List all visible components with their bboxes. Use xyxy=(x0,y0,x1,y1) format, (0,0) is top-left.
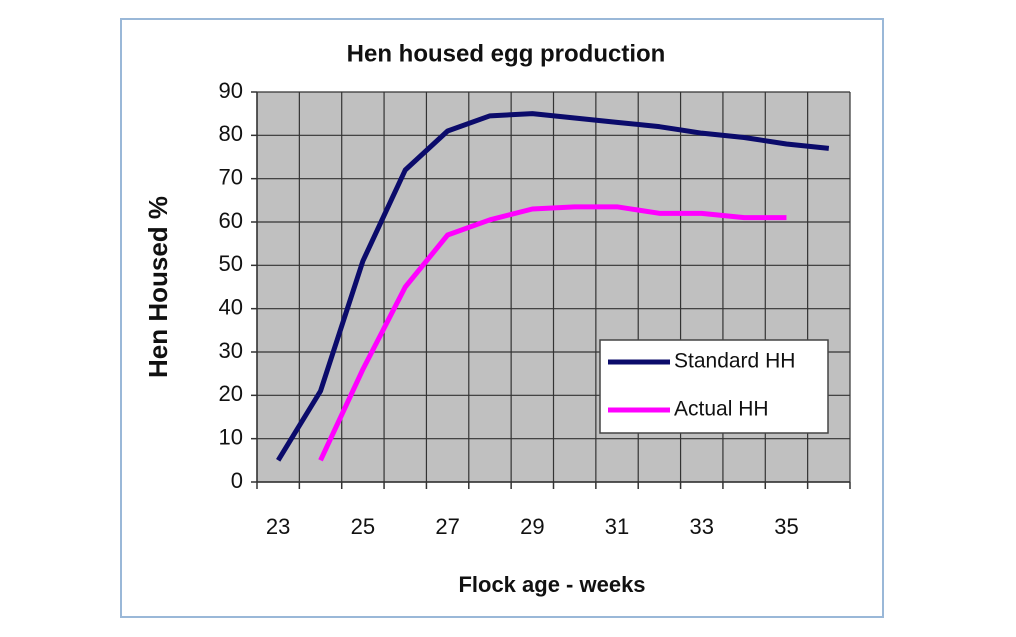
x-tick-label: 31 xyxy=(605,514,629,539)
y-tick-label: 10 xyxy=(219,424,243,449)
y-tick-label: 0 xyxy=(231,468,243,493)
y-tick-label: 40 xyxy=(219,294,243,319)
y-tick-label: 90 xyxy=(219,78,243,103)
y-tick-label: 20 xyxy=(219,381,243,406)
y-axis-title: Hen Housed % xyxy=(143,196,173,378)
legend-box xyxy=(599,339,829,434)
y-tick-label: 30 xyxy=(219,338,243,363)
x-axis-title: Flock age - weeks xyxy=(458,572,645,597)
x-tick-label: 27 xyxy=(435,514,459,539)
y-tick-label: 60 xyxy=(219,208,243,233)
series-line xyxy=(318,204,787,462)
y-tick-label: 80 xyxy=(219,121,243,146)
legend-label: Standard HH xyxy=(674,350,795,373)
x-tick-label: 23 xyxy=(266,514,290,539)
series-line xyxy=(276,111,830,462)
x-tick-label: 35 xyxy=(774,514,798,539)
legend-label: Actual HH xyxy=(674,398,769,421)
x-tick-label: 25 xyxy=(351,514,375,539)
y-tick-label: 70 xyxy=(219,164,243,189)
x-tick-label: 33 xyxy=(690,514,714,539)
chart-title: Hen housed egg production xyxy=(347,40,666,67)
x-tick-label: 29 xyxy=(520,514,544,539)
y-tick-label: 50 xyxy=(219,251,243,276)
